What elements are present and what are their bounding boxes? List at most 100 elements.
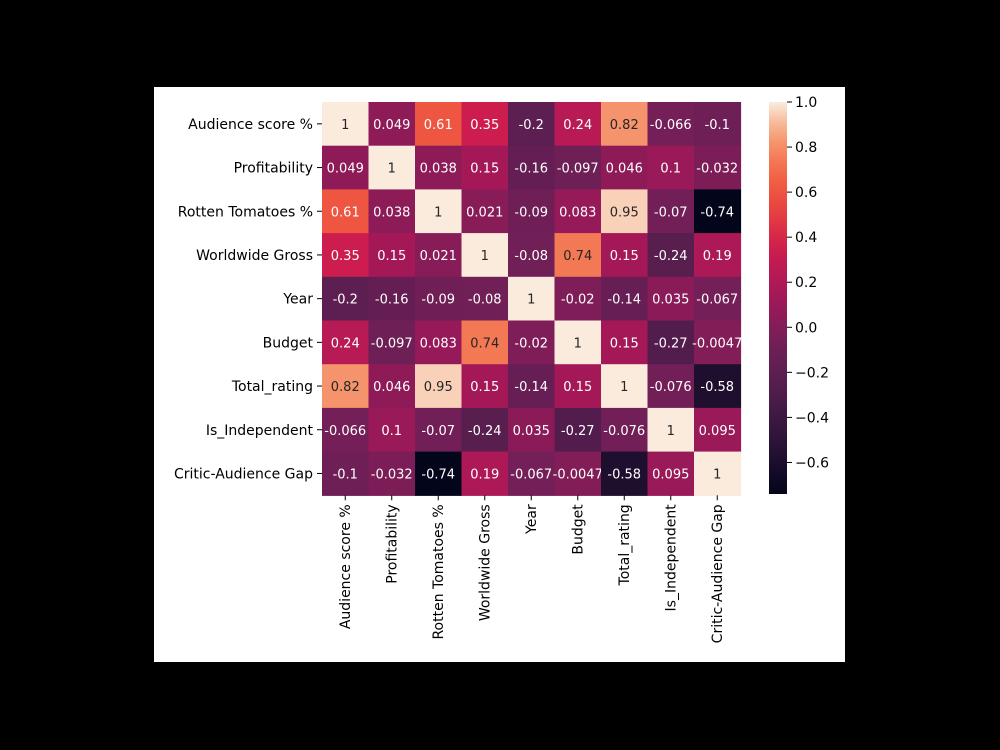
cell-annotation: 0.083 bbox=[559, 205, 596, 220]
cell-annotation: -0.74 bbox=[700, 205, 734, 220]
cell-annotation: -0.2 bbox=[519, 118, 544, 133]
cell-annotation: -0.02 bbox=[514, 336, 548, 351]
x-tick-label: Budget bbox=[571, 504, 587, 555]
cell-annotation: -0.08 bbox=[514, 249, 548, 264]
cell-annotation: 0.61 bbox=[331, 205, 360, 220]
cell-annotation: 0.15 bbox=[610, 249, 639, 264]
colorbar-gradient bbox=[769, 102, 787, 494]
cell-annotation: 0.15 bbox=[563, 380, 592, 395]
heatmap-cell bbox=[508, 189, 556, 234]
cell-annotation: 0.035 bbox=[513, 424, 550, 439]
cell-annotation: 0.82 bbox=[610, 118, 639, 133]
heatmap-cell bbox=[415, 145, 463, 190]
heatmap-cell bbox=[508, 451, 556, 496]
cell-annotation: -0.076 bbox=[650, 380, 692, 395]
heatmap-cell bbox=[694, 320, 742, 365]
y-tick-label: Audience score % bbox=[188, 117, 313, 133]
heatmap-cell bbox=[554, 145, 602, 190]
y-tick-label: Worldwide Gross bbox=[196, 248, 313, 264]
heatmap-cell bbox=[368, 189, 416, 234]
heatmap-cell bbox=[368, 145, 416, 190]
heatmap-cell bbox=[694, 145, 742, 190]
heatmap-cell bbox=[508, 233, 556, 278]
heatmap-cell bbox=[322, 451, 370, 496]
cell-annotation: 1 bbox=[341, 118, 349, 133]
y-tick-label: Critic-Audience Gap bbox=[174, 466, 313, 482]
cell-annotation: 0.038 bbox=[420, 162, 457, 177]
heatmap-cell bbox=[322, 189, 370, 234]
cell-annotation: 0.15 bbox=[470, 380, 499, 395]
heatmap-cell bbox=[415, 189, 463, 234]
cell-annotation: -0.74 bbox=[421, 467, 455, 482]
heatmap-cell bbox=[554, 189, 602, 234]
heatmap-cell bbox=[554, 102, 602, 147]
heatmap-cell bbox=[508, 145, 556, 190]
y-axis-tick-labels: Audience score % Profitability Rotten Toma… bbox=[174, 117, 322, 482]
heatmap-cell bbox=[461, 276, 509, 322]
cell-annotation: 0.15 bbox=[377, 249, 406, 264]
cell-annotation: -0.0047 bbox=[692, 336, 742, 351]
cell-annotation: 1 bbox=[481, 249, 489, 264]
colorbar-tick-label: 0.4 bbox=[795, 230, 817, 246]
cell-annotation: -0.09 bbox=[514, 205, 548, 220]
heatmap-cell bbox=[322, 364, 370, 409]
heatmap-cell bbox=[601, 364, 649, 409]
heatmap-cell bbox=[508, 364, 556, 409]
cell-annotation: 0.35 bbox=[331, 249, 360, 264]
cell-annotation: 0.24 bbox=[331, 336, 360, 351]
colorbar-tick-label: −0.2 bbox=[795, 365, 829, 381]
cell-annotation: -0.09 bbox=[421, 293, 455, 308]
cell-annotation: 0.083 bbox=[420, 336, 457, 351]
heatmap-cell bbox=[461, 189, 509, 234]
cell-annotation: 1 bbox=[388, 162, 396, 177]
colorbar-tick-label: 1.0 bbox=[795, 95, 817, 111]
cell-annotation: 1 bbox=[574, 336, 582, 351]
y-tick-label: Rotten Tomatoes % bbox=[178, 204, 313, 220]
heatmap-cell bbox=[415, 233, 463, 278]
cell-annotation: -0.067 bbox=[510, 467, 552, 482]
heatmap-cell bbox=[694, 276, 742, 322]
cell-annotation: 1 bbox=[434, 205, 442, 220]
cell-annotation: -0.16 bbox=[514, 162, 548, 177]
heatmap-cell bbox=[322, 407, 370, 453]
heatmap-cell bbox=[508, 320, 556, 365]
cell-annotation: 0.82 bbox=[331, 380, 360, 395]
cell-annotation: 1 bbox=[713, 467, 721, 482]
cell-annotation: -0.1 bbox=[705, 118, 730, 133]
heatmap-cell bbox=[694, 364, 742, 409]
heatmap-cell bbox=[601, 320, 649, 365]
heatmap-cell bbox=[322, 276, 370, 322]
cell-annotation: 0.95 bbox=[610, 205, 639, 220]
cell-annotation: 0.095 bbox=[699, 424, 736, 439]
cell-annotation: -0.1 bbox=[333, 467, 358, 482]
heatmap-cell bbox=[694, 102, 742, 147]
heatmap-cell bbox=[415, 451, 463, 496]
colorbar-tick-label: −0.4 bbox=[795, 410, 829, 426]
cell-annotation: -0.24 bbox=[468, 424, 502, 439]
cell-annotation: -0.07 bbox=[421, 424, 455, 439]
cell-annotation: 0.021 bbox=[466, 205, 503, 220]
heatmap-cell bbox=[601, 233, 649, 278]
heatmap-cell bbox=[694, 407, 742, 453]
y-tick-label: Year bbox=[282, 292, 313, 308]
cell-annotation: 0.15 bbox=[610, 336, 639, 351]
heatmap-cell bbox=[647, 189, 695, 234]
heatmap-cell bbox=[461, 102, 509, 147]
cell-annotation: 0.049 bbox=[373, 118, 410, 133]
cell-annotation: -0.27 bbox=[561, 424, 595, 439]
y-tick-label: Budget bbox=[263, 335, 314, 351]
x-tick-label: Profitability bbox=[385, 504, 401, 583]
cell-annotation: -0.0047 bbox=[553, 467, 603, 482]
x-tick-label: Rotten Tomatoes % bbox=[431, 504, 447, 639]
heatmap-cell bbox=[508, 407, 556, 453]
cell-annotation: -0.27 bbox=[654, 336, 688, 351]
cell-annotation: -0.14 bbox=[514, 380, 548, 395]
heatmap-cell bbox=[601, 102, 649, 147]
cell-annotation: 0.1 bbox=[660, 162, 681, 177]
heatmap-cell bbox=[647, 364, 695, 409]
x-tick-label: Critic-Audience Gap bbox=[710, 504, 726, 643]
cell-annotation: 0.095 bbox=[652, 467, 689, 482]
colorbar: 1.0 0.8 0.6 0.4 0.2 0.0 −0.2 −0.4 −0.6 bbox=[769, 95, 829, 494]
heatmap-cell bbox=[415, 102, 463, 147]
heatmap-cell bbox=[554, 276, 602, 322]
